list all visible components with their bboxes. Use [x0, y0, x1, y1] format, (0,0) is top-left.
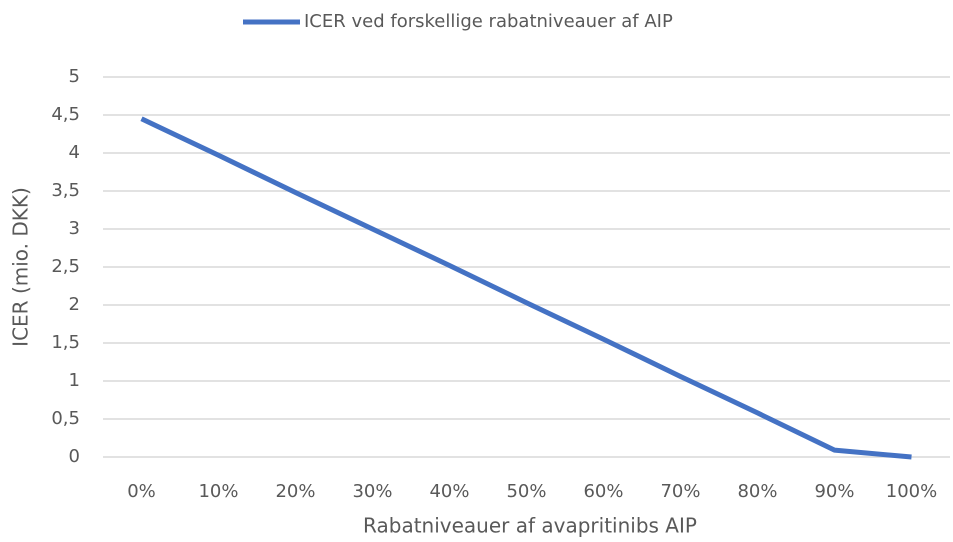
y-axis-title: ICER (mio. DKK) — [9, 187, 33, 347]
y-tick-label: 3,5 — [51, 180, 80, 201]
x-tick-label: 40% — [429, 481, 469, 502]
x-tick-label: 90% — [814, 481, 854, 502]
y-tick-label: 5 — [69, 66, 80, 87]
y-tick-label: 3 — [69, 218, 80, 239]
x-tick-label: 100% — [886, 481, 937, 502]
data-line — [140, 116, 912, 460]
x-axis-title: Rabatniveauer af avapritinibs AIP — [363, 514, 697, 538]
x-tick-label: 30% — [352, 481, 392, 502]
y-tick-label: 4 — [69, 142, 80, 163]
y-tick-label: 0,5 — [51, 408, 80, 429]
y-tick-label: 2 — [69, 294, 80, 315]
x-tick-label: 80% — [737, 481, 777, 502]
y-tick-label: 2,5 — [51, 256, 80, 277]
y-tick-label: 1,5 — [51, 332, 80, 353]
x-tick-label: 0% — [127, 481, 156, 502]
x-tick-label: 10% — [198, 481, 238, 502]
x-tick-label: 20% — [275, 481, 315, 502]
y-tick-label: 0 — [69, 446, 80, 467]
x-tick-label: 50% — [506, 481, 546, 502]
legend-label: ICER ved forskellige rabatniveauer af AI… — [304, 11, 673, 32]
y-tick-label: 4,5 — [51, 104, 80, 125]
x-tick-label: 70% — [660, 481, 700, 502]
x-tick-label: 60% — [583, 481, 623, 502]
y-tick-label: 1 — [69, 370, 80, 391]
